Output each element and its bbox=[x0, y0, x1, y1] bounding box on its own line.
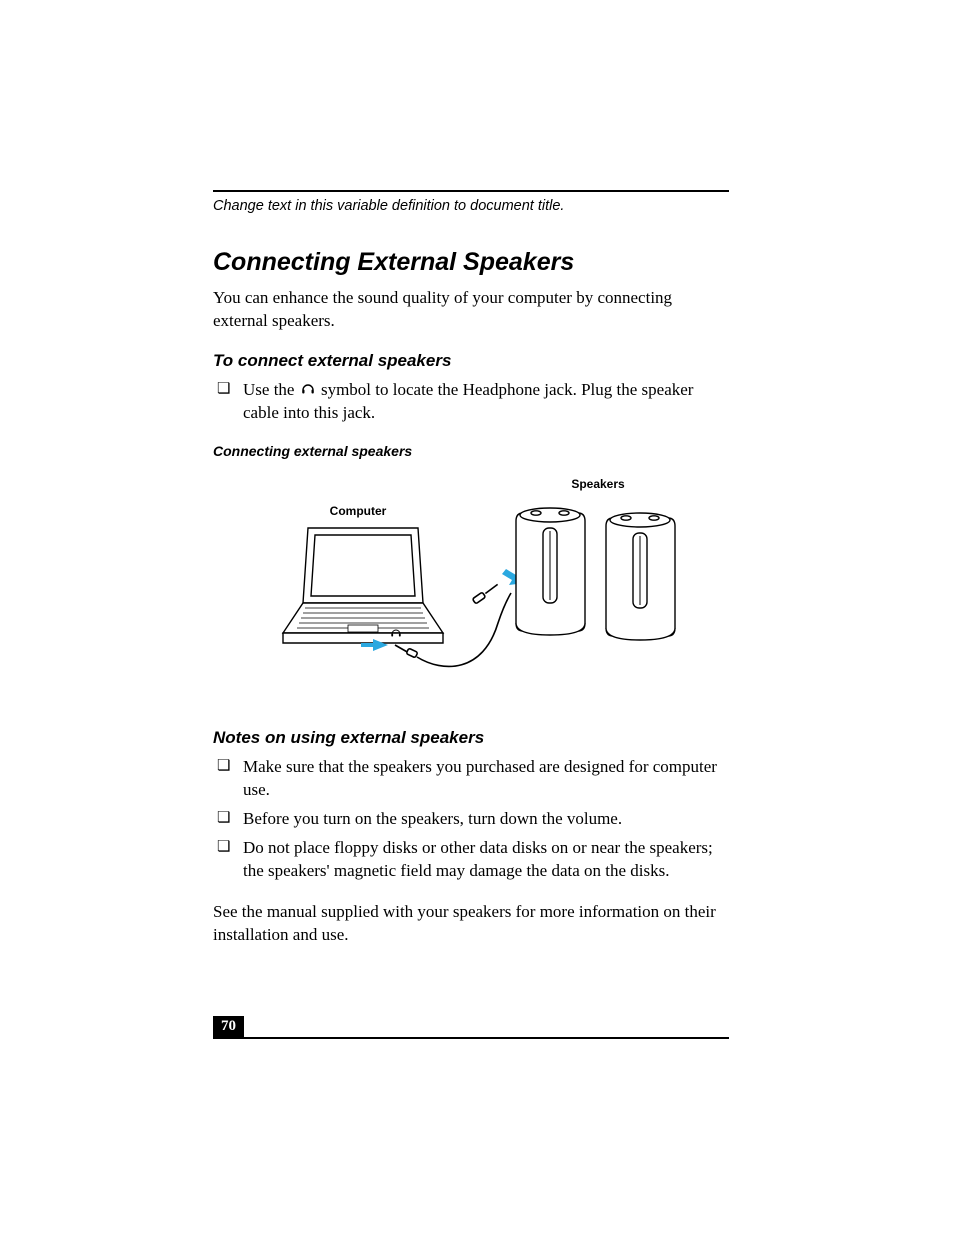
intro-paragraph: You can enhance the sound quality of you… bbox=[213, 287, 729, 333]
header-rule bbox=[213, 190, 729, 192]
document-page: Change text in this variable definition … bbox=[0, 0, 954, 1235]
bullet-text-pre: Use the bbox=[243, 380, 299, 399]
page-title: Connecting External Speakers bbox=[213, 248, 729, 277]
label-computer: Computer bbox=[330, 504, 387, 518]
headphone-icon bbox=[301, 380, 315, 403]
notes-bullet-3: Do not place floppy disks or other data … bbox=[213, 837, 729, 883]
section-connect-heading: To connect external speakers bbox=[213, 351, 729, 371]
figure-caption: Connecting external speakers bbox=[213, 443, 729, 459]
section-notes-heading: Notes on using external speakers bbox=[213, 728, 729, 748]
speaker-front bbox=[516, 508, 585, 635]
notes-bullet-list: Make sure that the speakers you purchase… bbox=[213, 756, 729, 883]
notes-bullet-1: Make sure that the speakers you purchase… bbox=[213, 756, 729, 802]
laptop-illustration bbox=[283, 528, 443, 643]
connect-bullet-item: Use the symbol to locate the Headphone j… bbox=[213, 379, 729, 426]
notes-bullet-2: Before you turn on the speakers, turn do… bbox=[213, 808, 729, 831]
header-variable-text: Change text in this variable definition … bbox=[213, 198, 729, 214]
page-number: 70 bbox=[213, 1016, 244, 1037]
page-footer: 70 bbox=[213, 1016, 729, 1039]
connect-bullet-list: Use the symbol to locate the Headphone j… bbox=[213, 379, 729, 426]
label-speakers: Speakers bbox=[571, 477, 625, 491]
footer-rule bbox=[213, 1037, 729, 1039]
speaker-back bbox=[606, 513, 675, 640]
closing-paragraph: See the manual supplied with your speake… bbox=[213, 901, 729, 947]
figure-diagram: Computer Speakers bbox=[213, 473, 729, 698]
